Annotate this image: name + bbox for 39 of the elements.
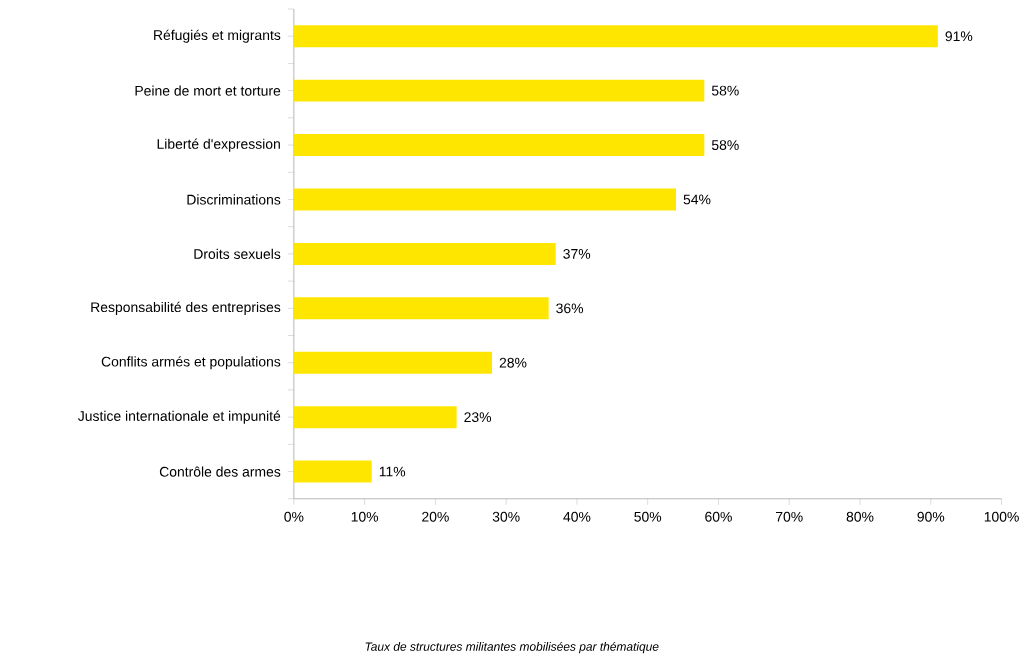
x-tick-label: 40% xyxy=(563,511,591,522)
x-tick-label: 90% xyxy=(917,511,945,522)
y-tick-label: Discriminations xyxy=(187,194,281,205)
data-label: 58% xyxy=(711,140,739,151)
x-tick-label: 80% xyxy=(846,511,874,522)
data-label: 28% xyxy=(499,357,527,368)
text: Taux de structures militantes mobilisées par thématique xyxy=(365,642,659,654)
bar xyxy=(293,243,556,266)
x-tick-label: 0% xyxy=(284,511,304,522)
bar xyxy=(293,188,677,211)
y-tick-label: Liberté d'expression xyxy=(157,138,280,152)
y-tick-label: Contrôle des armes xyxy=(159,466,281,477)
y-tick-label: Droits sexuels xyxy=(194,248,281,260)
x-tick-label: 70% xyxy=(776,511,803,522)
data-label: 11% xyxy=(379,466,406,477)
x-tick-label: 100% xyxy=(984,511,1019,522)
data-label: 36% xyxy=(556,303,584,314)
y-tick-label: Justice internationale et impunité xyxy=(78,410,281,424)
bar xyxy=(293,79,705,102)
bar xyxy=(293,460,372,483)
data-label: 58% xyxy=(711,85,739,96)
data-label: 23% xyxy=(464,412,492,423)
bar xyxy=(293,134,705,157)
bar xyxy=(293,297,549,320)
y-tick-label: Responsabilité des entreprises xyxy=(91,301,281,316)
y-tick-label: Peine de mort et torture xyxy=(135,85,281,96)
data-label: 54% xyxy=(683,194,711,205)
x-tick-label: 30% xyxy=(492,511,520,522)
data-label: 91% xyxy=(945,31,973,42)
bar xyxy=(293,351,493,374)
bar xyxy=(293,25,938,48)
x-tick-label: 60% xyxy=(705,511,732,522)
bar xyxy=(293,406,457,429)
y-tick-label: Conflits armés et populations xyxy=(101,356,281,370)
y-tick-label: Réfugiés et migrants xyxy=(154,29,281,43)
x-tick-label: 50% xyxy=(634,511,662,522)
data-label: 37% xyxy=(563,249,591,259)
x-tick-label: 20% xyxy=(422,511,449,522)
x-tick-label: 10% xyxy=(351,511,379,522)
